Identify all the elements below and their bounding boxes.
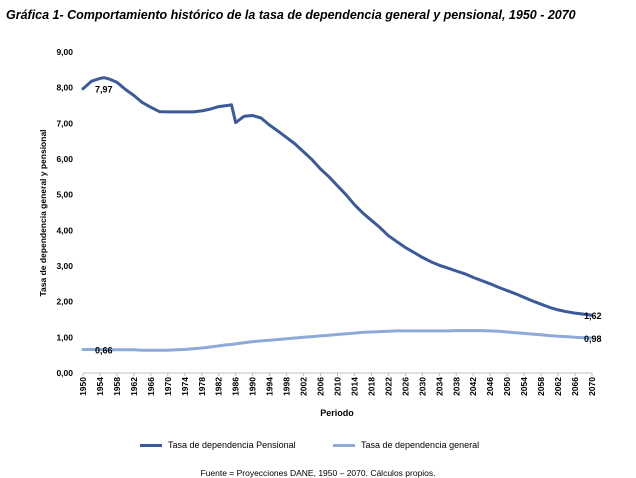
x-tick-label: 2014 [349,377,359,396]
x-tick-label: 2050 [502,377,512,396]
legend-label-pensional: Tasa de dependencia Pensional [168,440,296,450]
x-tick-label: 2038 [451,377,461,396]
x-tick-label: 1994 [265,377,275,396]
x-tick-label: 1978 [197,377,207,396]
y-tick-label: 5,00 [56,190,73,200]
chart-title: Gráfica 1- Comportamiento histórico de l… [6,8,576,22]
x-tick-label: 2062 [553,377,563,396]
series-line-general [81,329,594,352]
x-tick-label: 2046 [485,377,495,396]
x-tick-label: 2010 [333,377,343,396]
legend-swatch-general [333,443,355,447]
x-tick-label: 2026 [400,377,410,396]
y-tick-label: 8,00 [56,83,73,93]
legend: Tasa de dependencia Pensional Tasa de de… [0,440,636,456]
y-tick-label: 3,00 [56,261,73,271]
x-tick-label: 2018 [366,377,376,396]
data-label: 0,98 [584,334,602,344]
source-note: Fuente = Proyecciones DANE, 1950 – 2070.… [200,468,436,478]
y-tick-label: 1,00 [56,332,73,342]
data-label: 7,97 [95,85,113,95]
x-tick-label: 1950 [78,377,88,396]
legend-item-pensional: Tasa de dependencia Pensional [140,440,296,450]
x-tick-label: 1954 [95,377,105,396]
x-tick-label: 1974 [180,377,190,396]
x-tick-label: 1962 [129,377,139,396]
x-axis-title: Periodo [320,408,354,418]
x-axis-ticks: 1950 1954 1958 1962 1966 1970 1974 1978 1982 1986… [78,373,597,396]
data-labels: 7,97 1,62 0,66 0,98 [95,85,602,356]
x-tick-label: 1970 [163,377,173,396]
series-line-pensional [81,76,594,317]
x-tick-label: 1966 [146,377,156,396]
x-tick-label: 2042 [468,377,478,396]
x-tick-label: 1982 [214,377,224,396]
legend-swatch-pensional [140,443,162,447]
x-tick-label: 1990 [248,377,258,396]
x-tick-label: 2006 [316,377,326,396]
x-tick-label: 2002 [299,377,309,396]
x-tick-label: 2066 [570,377,580,396]
y-tick-label: 4,00 [56,225,73,235]
x-tick-label: 2070 [587,377,597,396]
x-tick-label: 2030 [417,377,427,396]
x-tick-label: 2022 [383,377,393,396]
x-tick-label: 2034 [434,377,444,396]
x-tick-label: 2054 [519,377,529,396]
legend-label-general: Tasa de dependencia general [361,440,480,450]
data-label: 1,62 [584,311,602,321]
y-axis-title: Tasa de dependencia general y pensional [38,129,48,296]
x-tick-label: 1998 [282,377,292,396]
y-axis-ticks: 0,00 1,00 2,00 3,00 4,00 5,00 6,00 7,00 8,00 9,00 [56,47,73,378]
x-tick-label: 1958 [112,377,122,396]
x-tick-label: 2058 [536,377,546,396]
y-tick-label: 6,00 [56,154,73,164]
x-tick-label: 1986 [231,377,241,396]
y-tick-label: 7,00 [56,118,73,128]
series-lines [81,76,594,352]
y-tick-label: 2,00 [56,297,73,307]
data-label: 0,66 [95,345,113,355]
y-tick-label: 9,00 [56,47,73,57]
y-tick-label: 0,00 [56,368,73,378]
legend-item-general: Tasa de dependencia general [333,440,479,450]
